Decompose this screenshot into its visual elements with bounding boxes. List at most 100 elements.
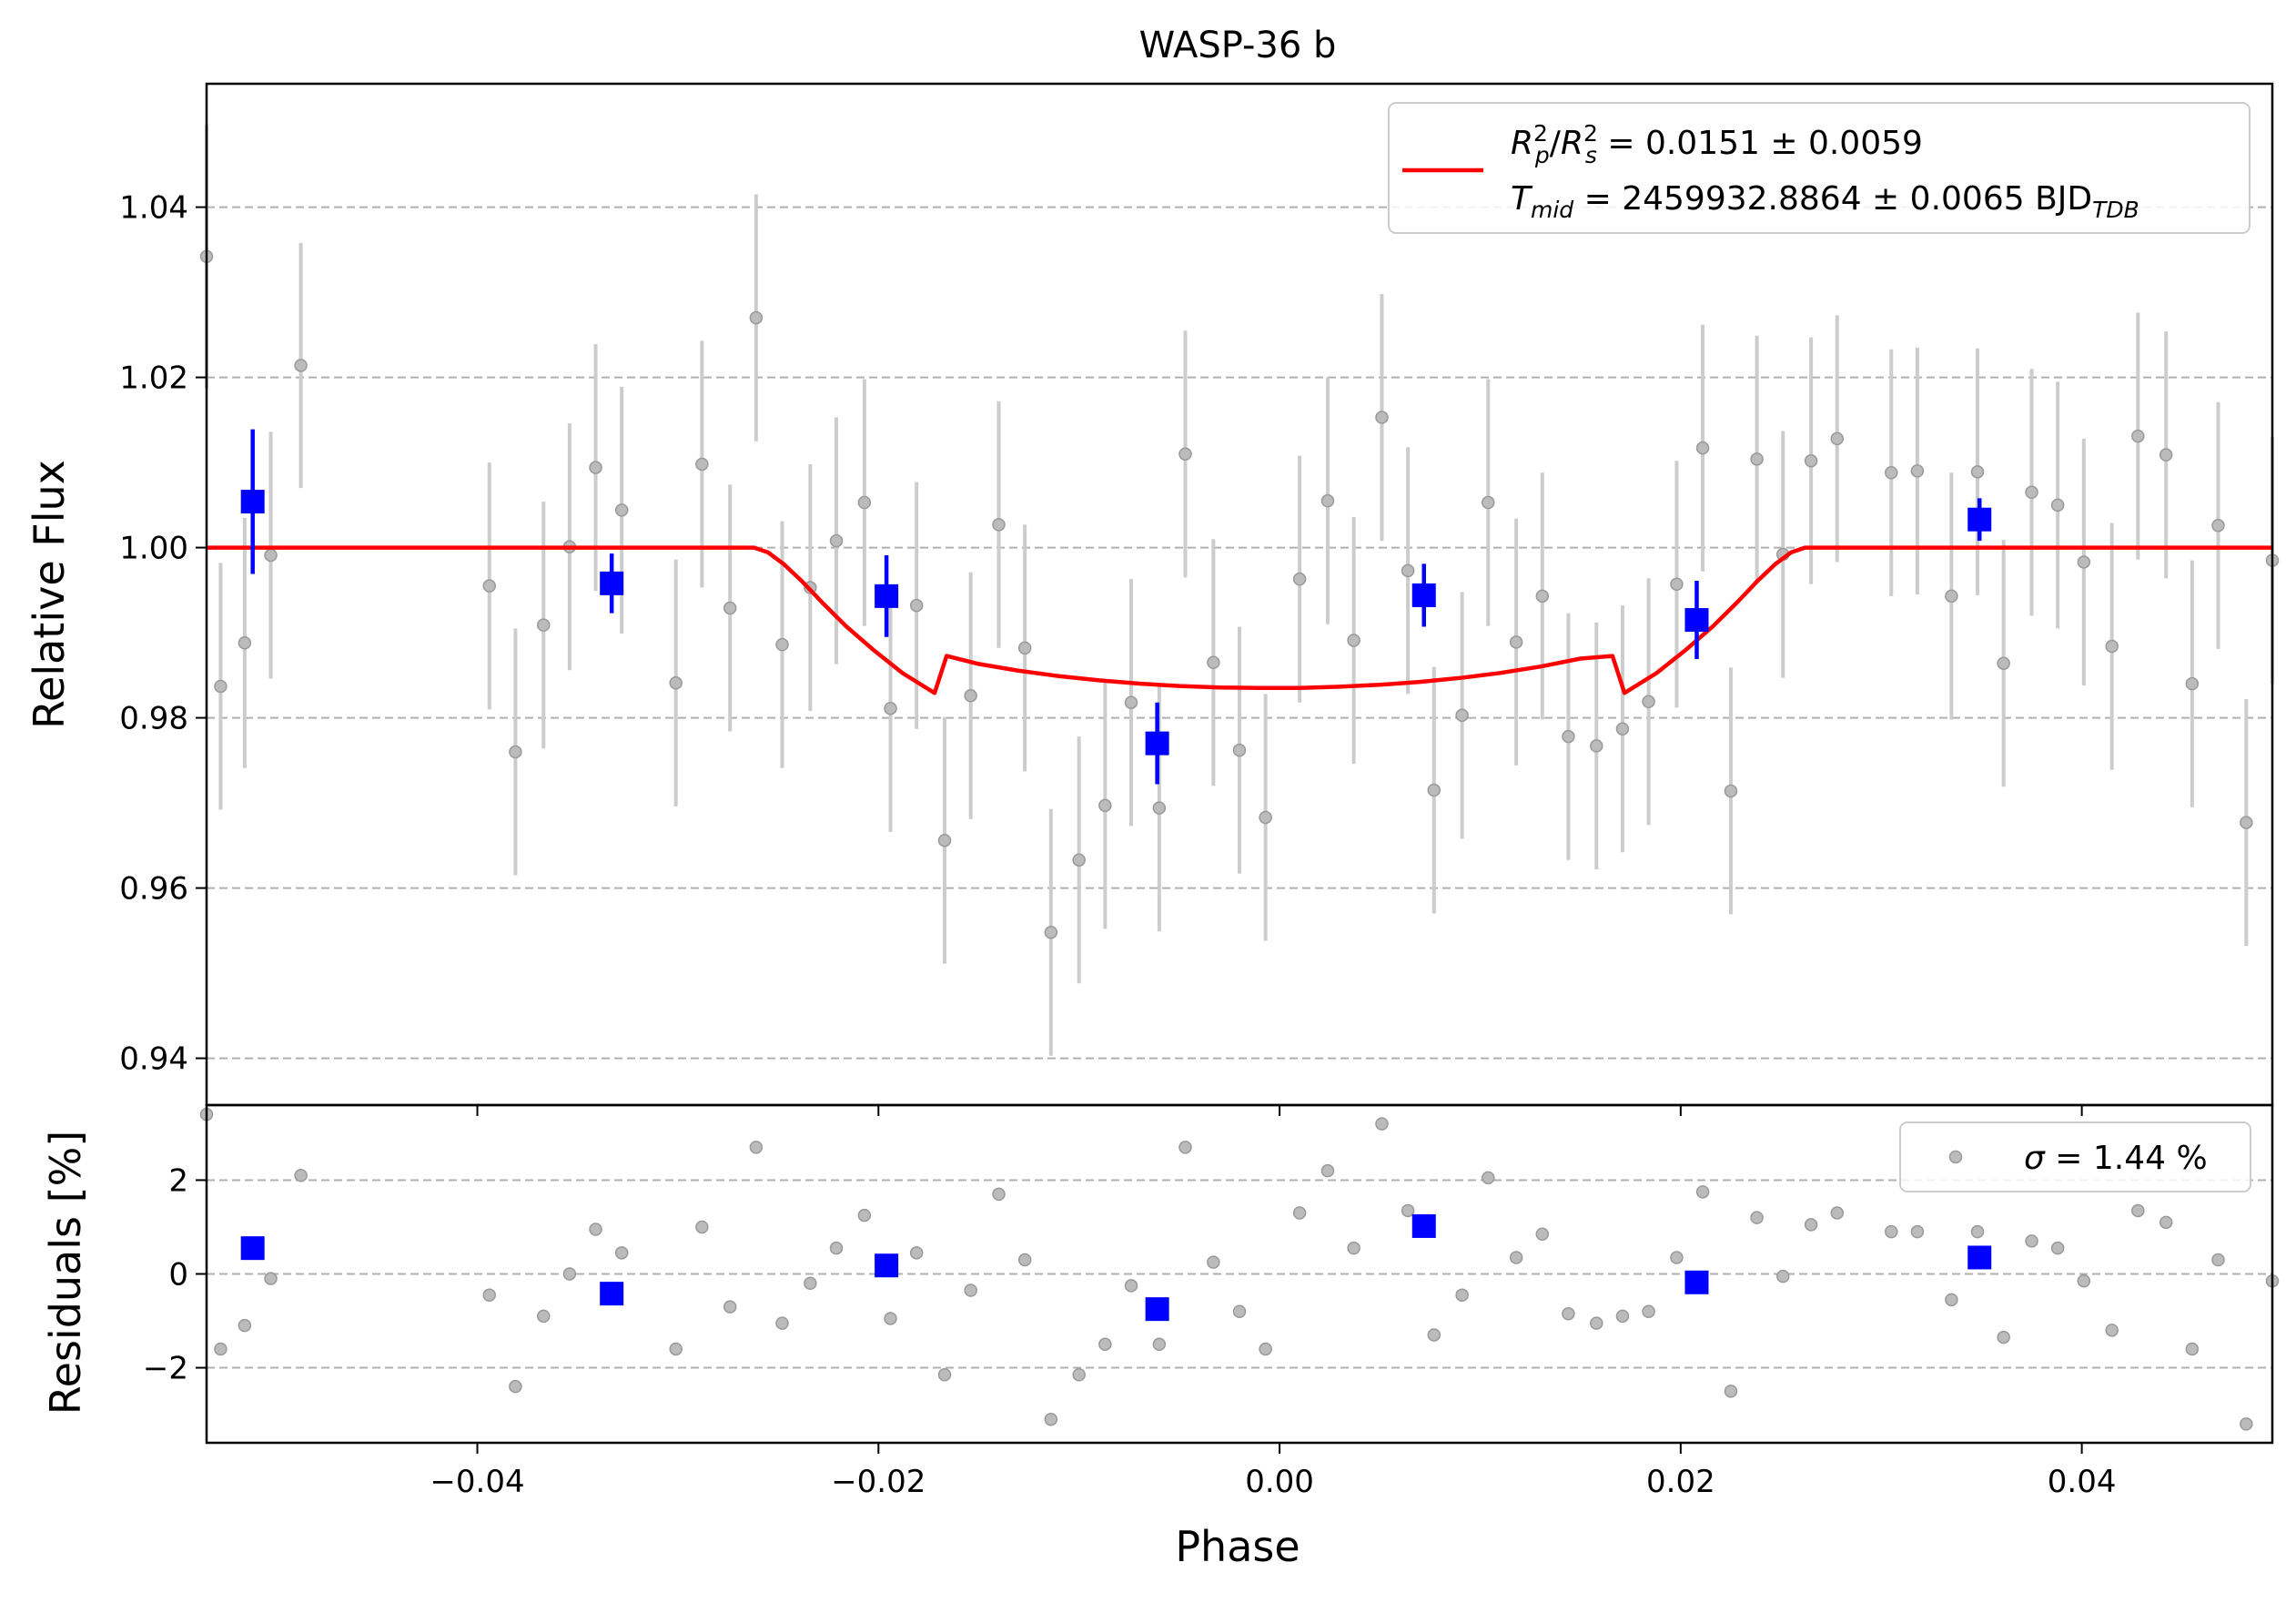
residual-raw-point: [964, 1283, 977, 1297]
legend-depth-rp-sup: 2: [1533, 120, 1548, 147]
legend-depth-rs: R: [1561, 125, 1583, 162]
residual-raw-point: [804, 1276, 817, 1291]
binned-points: [240, 429, 1992, 785]
residual-raw-point: [1320, 1163, 1335, 1178]
raw-point: [1910, 464, 1925, 478]
residual-raw-points: [199, 1108, 2280, 1431]
raw-point: [1259, 810, 1272, 825]
raw-point: [1535, 589, 1550, 604]
raw-point: [2185, 676, 2200, 691]
raw-point: [775, 637, 789, 652]
main-legend: R2 p/R2 s = 0.0151 ± 0.0059 Tmid = 2459932…: [1388, 102, 2250, 234]
residual-raw-point: [1455, 1288, 1469, 1302]
raw-point: [1562, 729, 1575, 744]
x-tick-label: −0.04: [430, 1464, 524, 1500]
raw-point: [695, 457, 709, 472]
raw-point: [1072, 853, 1086, 867]
residual-binned-points: [240, 1213, 1992, 1322]
residual-raw-point: [1830, 1206, 1845, 1220]
residual-raw-point: [1072, 1368, 1086, 1382]
legend-depth-slash: /: [1550, 125, 1562, 162]
raw-point: [1044, 925, 1058, 939]
residual-raw-point: [1535, 1227, 1550, 1241]
residual-y-tick-label: 2: [168, 1162, 188, 1199]
residual-raw-point: [884, 1312, 897, 1325]
raw-point: [1292, 572, 1307, 586]
x-axis-label: Phase: [1175, 1522, 1300, 1571]
residual-raw-point: [1259, 1342, 1272, 1356]
residual-raw-point: [1401, 1203, 1415, 1218]
legend-tmid-sub: mid: [1531, 197, 1573, 223]
main-y-axis-label: Relative Flux: [25, 460, 74, 729]
residual-raw-point: [723, 1300, 737, 1314]
raw-point: [2077, 555, 2091, 569]
residual-raw-point: [589, 1223, 602, 1236]
raw-point: [1997, 656, 2010, 670]
raw-point: [1017, 641, 1032, 655]
legend-depth-rp: R: [1511, 125, 1533, 162]
raw-point: [1724, 784, 1738, 798]
residual-raw-point: [2131, 1203, 2145, 1218]
residual-raw-point: [214, 1342, 228, 1356]
main-y-tick-label: 1.04: [119, 190, 188, 227]
residual-binned-point: [600, 1282, 624, 1306]
residual-raw-point: [1044, 1412, 1058, 1426]
x-tick-label: 0.02: [1646, 1464, 1715, 1500]
x-tick-label: 0.04: [2048, 1464, 2117, 1500]
legend-tmid-value: = 2459932.8864 ± 0.0065 BJD: [1573, 180, 2092, 218]
raw-point: [749, 310, 764, 325]
residual-raw-point: [1232, 1304, 1247, 1318]
main-legend-box: [1388, 102, 2250, 234]
residual-raw-point: [1178, 1141, 1192, 1154]
residual-y-axis-label: Residuals [%]: [41, 1131, 90, 1415]
raw-point: [1178, 447, 1192, 461]
residual-raw-point: [992, 1187, 1006, 1202]
legend-tmid-text: Tmid = 2459932.8864 ± 0.0065 BJDTDB: [1511, 180, 2139, 223]
residual-raw-point: [829, 1241, 844, 1255]
residual-raw-point: [1724, 1385, 1738, 1398]
residual-x-ticks: −0.04 −0.02 0.00 0.02 0.04: [430, 1443, 2116, 1500]
residual-y-tick-label: 0: [168, 1257, 188, 1294]
raw-point: [1482, 495, 1495, 510]
legend-depth-rs-sup: 2: [1583, 120, 1598, 147]
raw-point: [1401, 563, 1415, 578]
residual-gridlines: [207, 1179, 2272, 1369]
raw-point: [1750, 452, 1764, 466]
residual-raw-point: [1098, 1337, 1112, 1352]
residual-raw-point: [1997, 1330, 2010, 1344]
raw-point: [884, 702, 897, 715]
residual-raw-point: [2185, 1342, 2200, 1356]
residual-raw-point: [1347, 1241, 1360, 1255]
raw-point: [964, 689, 977, 703]
legend-depth-rp-sub: p: [1534, 142, 1550, 168]
residual-raw-point: [909, 1246, 924, 1260]
raw-point: [857, 495, 872, 510]
binned-point: [1411, 583, 1436, 607]
main-y-ticks: 0.94 0.96 0.98 1.00 1.02 1.04: [119, 190, 207, 1078]
raw-point: [2131, 429, 2145, 443]
raw-errorbars: [205, 124, 2274, 1056]
raw-point: [1124, 695, 1138, 709]
legend-depth-text: R2 p/R2 s = 0.0151 ± 0.0059: [1511, 120, 1923, 169]
main-y-tick-label: 0.98: [119, 701, 188, 737]
binned-point: [600, 571, 624, 595]
raw-point: [1885, 466, 1898, 480]
residual-raw-point: [264, 1272, 278, 1285]
raw-point: [1455, 708, 1469, 723]
residual-raw-point: [614, 1246, 629, 1260]
raw-point: [1427, 783, 1441, 797]
residual-raw-point: [775, 1316, 789, 1330]
residual-raw-point: [537, 1309, 551, 1324]
raw-point: [589, 461, 602, 474]
raw-point: [1615, 722, 1630, 736]
residual-raw-point: [1207, 1255, 1220, 1269]
residual-raw-point: [1945, 1293, 1958, 1307]
residual-raw-point: [857, 1208, 872, 1223]
residual-raw-point: [1750, 1211, 1764, 1224]
raw-point: [1152, 801, 1167, 815]
residuals-panel: −2 0 2 −0.04 −0.02 0.00 0.02 0.04 σ = 1.44 %: [143, 1103, 2280, 1500]
raw-point: [1830, 431, 1845, 446]
raw-point: [264, 548, 278, 563]
residual-y-ticks: −2 0 2: [143, 1162, 207, 1387]
raw-point: [2240, 816, 2253, 829]
